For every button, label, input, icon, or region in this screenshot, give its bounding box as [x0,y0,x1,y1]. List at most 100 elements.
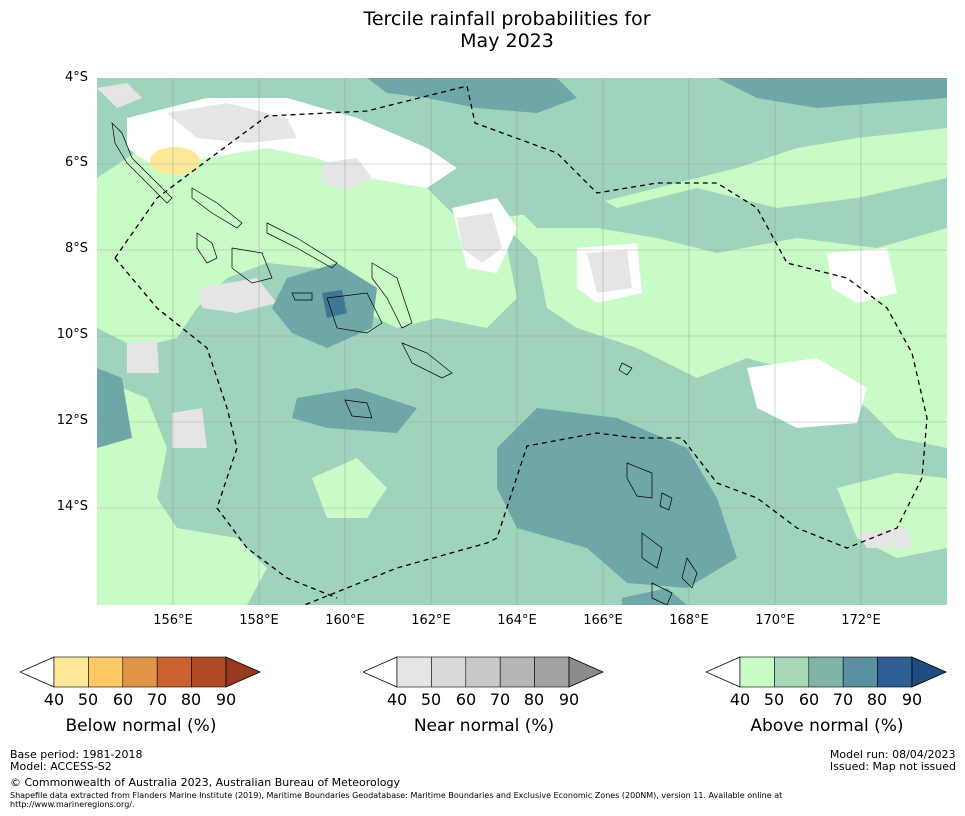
lon-label-172e: 172°E [841,613,881,628]
lat-label-12s: 12°S [56,413,88,428]
region-above-70-southeast [497,408,737,588]
coast-russell-islands [291,292,313,301]
eez-west-boundary [114,257,338,599]
tick-near-90: 90 [558,690,580,709]
coast-bougainville [111,122,173,204]
colorbar-swatch-4 [499,656,535,688]
coast-choiseul [191,187,243,229]
colorbar-near-normal-swatches [363,656,604,688]
colorbar-near-normal-title: Near normal (%) [413,716,555,736]
colorbar-max-arrow [911,656,947,688]
colorbar-swatch-3 [808,656,844,688]
region-above-70-north [367,78,577,113]
region-near-40-nw-corner [97,83,142,108]
region-near-40-east-patch [587,250,632,293]
colorbar-swatch-1 [396,656,432,688]
colorbar-min-arrow [706,656,741,688]
lat-label-8s: 8°S [64,241,88,256]
tick-above-60: 60 [798,690,820,709]
colorbar-below-normal-swatches [20,656,261,688]
lon-label-164e: 164°E [497,613,537,628]
coast-efate [641,532,663,569]
lat-label-10s: 10°S [56,327,88,342]
region-above-60-northeast-band [497,178,947,253]
map-canvas [97,78,947,605]
tick-below-70: 70 [146,690,168,709]
region-above-70-northeast [717,78,947,108]
lat-label-6s: 6°S [64,155,88,170]
lon-label-158e: 158°E [239,613,279,628]
map-gridlines [97,78,947,605]
issued-text: Issued: Map not issued [829,760,956,773]
colorbar-swatch-5 [191,656,227,688]
region-near-40-southwest-small [172,408,207,448]
lon-label-166e: 166°E [583,613,623,628]
coast-malekula [659,492,673,511]
coast-tanna [651,582,673,605]
lat-label-14s: 14°S [56,499,88,514]
footer-right: Model run: 08/04/2023 Issued: Map not is… [830,749,956,773]
map-title: Tercile rainfall probabilities for May 2… [0,8,965,52]
base-period-text: Base period: 1981-2018 [10,748,143,761]
shapefile-credit-line-1: Shapefile data extracted from Flanders M… [10,791,783,800]
colorbar-swatch-5 [877,656,913,688]
lon-label-162e: 162°E [411,613,451,628]
colorbar-swatch-2 [431,656,467,688]
tick-above-90: 90 [901,690,923,709]
lon-label-170e: 170°E [755,613,795,628]
colorbar-swatch-3 [465,656,501,688]
tick-above-80: 80 [866,690,888,709]
colorbar-swatch-4 [156,656,192,688]
region-near-40-southeast-small [857,528,912,548]
colorbar-swatch-5 [534,656,570,688]
lon-label-168e: 168°E [669,613,709,628]
coast-espiritu-santo [626,462,653,499]
colorbar-swatch-3 [122,656,158,688]
tick-near-40: 40 [386,690,408,709]
region-white-southeast [747,358,867,428]
footer-left: Base period: 1981-2018 Model: ACCESS-S2 [10,749,142,773]
region-above-50-southwest [97,378,267,605]
colorbar-near-normal [363,656,605,688]
coast-santa-isabel [266,222,338,269]
region-above-50-south-patch [312,458,387,518]
tick-above-40: 40 [729,690,751,709]
coast-new-georgia [196,232,218,264]
region-near-40-west-small [127,340,159,373]
tick-below-90: 90 [215,690,237,709]
region-near-40-west-patch [197,278,277,313]
colorbar-swatch-2 [774,656,810,688]
rainfall-probability-map [97,78,947,605]
tick-below-60: 60 [112,690,134,709]
region-near-40-north [167,103,297,143]
region-above-80-center [322,290,347,318]
colorbar-swatch-1 [739,656,775,688]
coast-malaita [371,262,413,329]
lon-label-160e: 160°E [325,613,365,628]
colorbar-swatch-1 [53,656,89,688]
tick-near-60: 60 [455,690,477,709]
coast-rennell [344,399,373,419]
tick-below-50: 50 [77,690,99,709]
model-run-text: Model run: 08/04/2023 [829,748,956,761]
coast-vanuatu-south [681,557,698,589]
title-line-1: Tercile rainfall probabilities for [363,8,651,30]
tick-below-80: 80 [180,690,202,709]
tick-below-40: 40 [43,690,65,709]
region-near-40-center [457,213,502,263]
region-below-40-solomon-north [150,147,200,175]
lon-label-156e: 156°E [153,613,193,628]
colorbar-above-normal-swatches [706,656,947,688]
region-near-40-north-2 [322,158,372,190]
colorbar-swatch-4 [842,656,878,688]
colorbar-max-arrow [568,656,604,688]
tick-near-80: 80 [523,690,545,709]
tick-above-70: 70 [832,690,854,709]
colorbar-max-arrow [225,656,261,688]
colorbar-above-normal [706,656,948,688]
coast-santa-cruz [618,362,633,376]
coast-makira [401,342,453,379]
eez-boundaries [114,85,928,605]
copyright-text: © Commonwealth of Australia 2023, Austra… [10,776,400,789]
tick-near-50: 50 [420,690,442,709]
